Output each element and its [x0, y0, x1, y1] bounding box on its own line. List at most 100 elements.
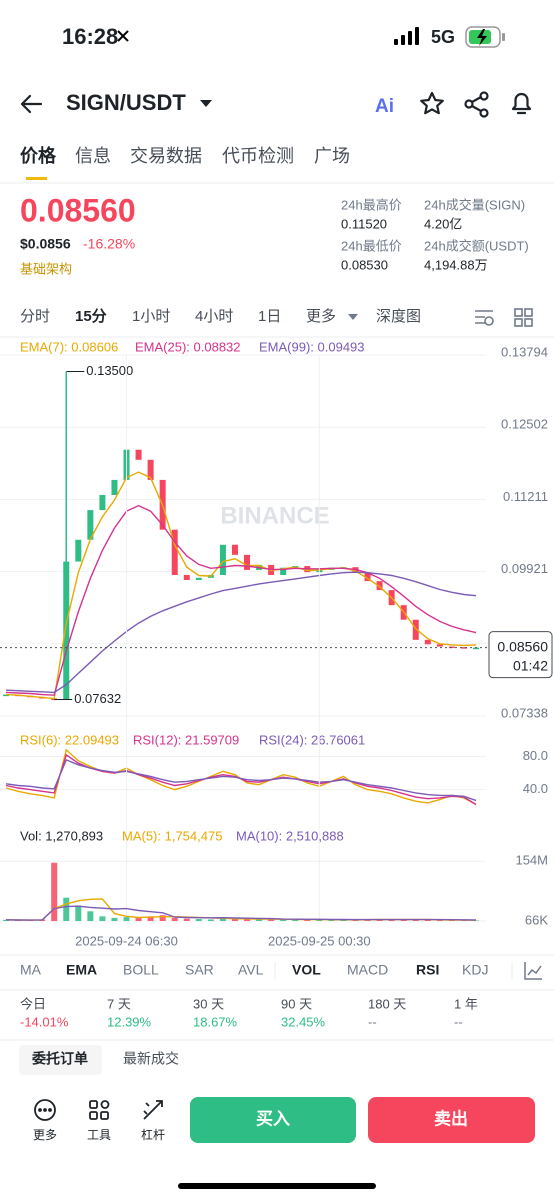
legend-entry: RSI(12): 21.59709 — [133, 732, 239, 747]
candle — [183, 574, 190, 581]
y-tick-label: 0.12502 — [501, 417, 548, 432]
pair-dropdown[interactable] — [200, 100, 212, 107]
series-line — [5, 504, 477, 696]
interval[interactable]: 深度图 — [376, 308, 421, 325]
tool-label[interactable]: 工具 — [87, 1128, 111, 1142]
y-tick-label: 80.0 — [523, 748, 548, 763]
volume-bar — [280, 919, 287, 921]
pair-title[interactable]: SIGN/USDT — [66, 90, 186, 115]
candle — [3, 694, 9, 697]
volume-bar — [400, 919, 407, 921]
volume-bar — [123, 917, 130, 921]
status-time: 16:28 — [62, 24, 118, 49]
volume-bar — [75, 905, 82, 921]
order-tab-bg[interactable] — [19, 1045, 102, 1075]
period-label: 180 天 — [368, 996, 406, 1011]
chart-settings[interactable] — [524, 962, 542, 980]
price-change: -16.28% — [83, 236, 135, 252]
indicator[interactable]: AVL — [238, 962, 264, 978]
volume-bar — [195, 919, 202, 921]
candle — [364, 572, 371, 582]
stat-value: 0.08530 — [341, 257, 388, 272]
candle — [195, 577, 202, 581]
indicator[interactable]: KDJ — [462, 962, 488, 978]
period-label: 90 天 — [281, 996, 312, 1011]
share[interactable] — [464, 91, 489, 118]
buy-label[interactable]: 买入 — [256, 1109, 290, 1128]
tab[interactable]: 价格 — [20, 145, 57, 166]
notifications[interactable] — [511, 92, 532, 115]
period-change: 32.45% — [281, 1014, 326, 1029]
favorite[interactable] — [420, 91, 444, 115]
y-tick-label: 0.11211 — [503, 489, 548, 504]
footer-icons[interactable] — [34, 1099, 163, 1121]
legend-entry: MA(5): 1,754,475 — [122, 828, 222, 843]
header-icons[interactable] — [20, 91, 532, 118]
indicator[interactable]: MA — [20, 962, 42, 978]
interval[interactable]: 4小时 — [195, 308, 233, 325]
volume-bar — [219, 918, 226, 921]
interval-icons[interactable] — [348, 308, 533, 327]
candle — [135, 449, 142, 460]
back-button[interactable] — [20, 94, 43, 114]
indicator[interactable]: EMA — [66, 962, 97, 978]
legend-entry: Vol: 1,270,893 — [20, 828, 103, 843]
interval[interactable]: 1小时 — [132, 308, 170, 325]
series-line — [5, 571, 477, 694]
volume-bar — [304, 919, 311, 921]
tab[interactable]: 广场 — [314, 146, 350, 166]
volume-bar — [424, 919, 431, 921]
tab[interactable]: 交易数据 — [130, 146, 202, 166]
stat-label: 24h最低价 — [341, 238, 402, 253]
interval[interactable]: 15分 — [75, 308, 107, 325]
volume-bar — [99, 916, 106, 921]
order-tab[interactable]: 委托订单 — [31, 1051, 88, 1067]
indicator[interactable]: RSI — [416, 962, 439, 978]
volume-bar — [87, 911, 94, 921]
indicator[interactable]: SAR — [185, 962, 214, 978]
volume-bar — [111, 917, 118, 921]
tab[interactable]: 代币检测 — [222, 146, 294, 166]
y-tick-label: 0.07338 — [501, 705, 548, 720]
legend-entry: MA(10): 2,510,888 — [236, 828, 344, 843]
tab-indicator — [26, 177, 47, 180]
legend-entry: EMA(99): 0.09493 — [259, 339, 365, 354]
candle — [473, 647, 479, 650]
sell-button[interactable] — [368, 1097, 535, 1143]
candle — [412, 619, 419, 640]
candle — [436, 644, 443, 647]
y-tick-label: 154M — [515, 853, 548, 868]
tag[interactable]: 基础架构 — [20, 261, 72, 276]
annotation-label: 0.13500 — [86, 363, 133, 378]
indicator[interactable]: VOL — [292, 962, 321, 978]
home-indicator — [178, 1183, 376, 1189]
tool-label[interactable]: 更多 — [33, 1128, 57, 1142]
watermark: BINANCE — [220, 502, 329, 529]
legend-entry: EMA(25): 0.08832 — [135, 339, 241, 354]
tab[interactable]: 信息 — [75, 146, 111, 166]
period-change: -- — [368, 1014, 377, 1029]
volume-bar — [436, 920, 443, 921]
candle — [99, 495, 106, 511]
period-label: 7 天 — [107, 996, 131, 1011]
order-tab[interactable]: 最新成交 — [123, 1051, 179, 1067]
legend-entry: EMA(7): 0.08606 — [20, 339, 118, 354]
buy-button[interactable] — [190, 1097, 356, 1143]
sell-label[interactable]: 卖出 — [434, 1108, 468, 1128]
legend-entry: RSI(24): 26.76061 — [259, 732, 365, 747]
tool-label[interactable]: 杠杆 — [141, 1127, 165, 1142]
period-change: -- — [454, 1014, 463, 1029]
indicator[interactable]: MACD — [347, 962, 388, 978]
indicator[interactable]: BOLL — [123, 962, 159, 978]
interval[interactable]: 更多 — [306, 308, 336, 325]
interval[interactable]: 1日 — [258, 308, 281, 325]
interval[interactable]: 分时 — [20, 308, 50, 325]
volume-bar — [231, 918, 238, 921]
ai-button[interactable]: Ai — [375, 96, 394, 117]
volume-bar — [63, 897, 70, 921]
volume-bar — [473, 920, 479, 922]
period-change: 12.39% — [107, 1014, 152, 1029]
y-tick-label: 0.09921 — [501, 561, 548, 576]
